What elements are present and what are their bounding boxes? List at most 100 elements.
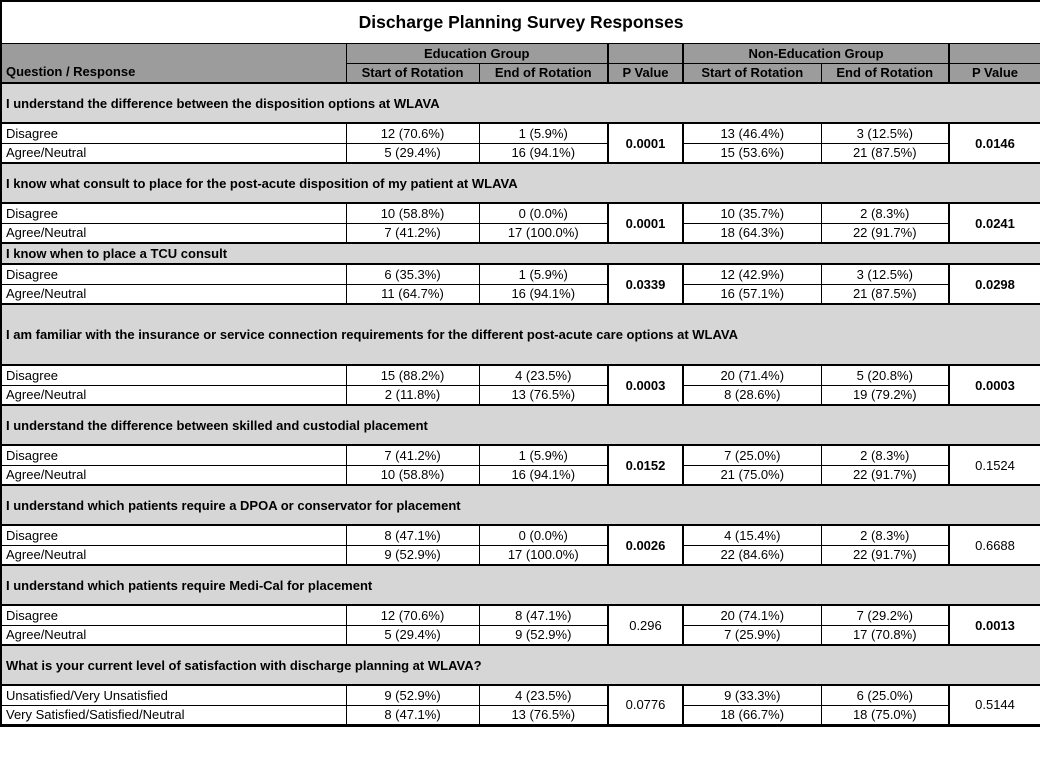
edu-start-value: 2 (11.8%) [345, 384, 480, 406]
edu-end-value: 1 (5.9%) [478, 122, 609, 144]
data-row: Agree/Neutral 2 (11.8%) 13 (76.5%) 8 (28.6%… [0, 384, 1040, 406]
non-end-value: 18 (75.0%) [820, 704, 950, 726]
data-row: Agree/Neutral 11 (64.7%) 16 (94.1%) 16 (57.… [0, 283, 1040, 305]
non-end-value: 3 (12.5%) [820, 122, 950, 144]
title-row: Discharge Planning Survey Responses [0, 0, 1040, 44]
non-p-value: 0.6688 [947, 524, 1040, 566]
response-label: Disagree [0, 524, 347, 546]
edu-end-value: 16 (94.1%) [478, 142, 609, 164]
edu-end-value: 1 (5.9%) [478, 444, 609, 466]
response-label: Agree/Neutral [0, 222, 347, 244]
data-row: Agree/Neutral 5 (29.4%) 9 (52.9%) 7 (25.9%)… [0, 624, 1040, 646]
edu-end-value: 16 (94.1%) [478, 283, 609, 305]
data-row: Disagree 7 (41.2%) 1 (5.9%) 0.0152 7 (25.0%)… [0, 444, 1040, 486]
edu-p-value: 0.0026 [607, 524, 684, 566]
data-row: Agree/Neutral 10 (58.8%) 16 (94.1%) 21 (75.… [0, 464, 1040, 486]
column-header-row: Start of Rotation End of Rotation P Valu… [1, 62, 1040, 84]
non-end-value: 19 (79.2%) [820, 384, 950, 406]
edu-end-value: 0 (0.0%) [478, 202, 609, 224]
edu-start-value: 10 (58.8%) [345, 202, 480, 224]
non-start-value: 20 (71.4%) [682, 364, 822, 386]
edu-p-value: 0.296 [607, 604, 684, 646]
edu-p-value: 0.0776 [607, 684, 684, 726]
section-question: I know when to place a TCU consult [0, 242, 1040, 265]
non-education-group-header: Non-Education Group [682, 42, 950, 64]
edu-p-value: 0.0003 [607, 364, 684, 406]
non-start-value: 18 (66.7%) [682, 704, 822, 726]
data-row: Unsatisfied/Very Unsatisfied 9 (52.9%) 4 (… [0, 684, 1040, 726]
non-end-value: 3 (12.5%) [820, 263, 950, 285]
survey-table: Discharge Planning Survey Responses Ques… [0, 0, 1040, 727]
non-p-value: 0.5144 [947, 684, 1040, 726]
empty-header-cell [607, 42, 684, 64]
non-start-value: 16 (57.1%) [682, 283, 822, 305]
non-end-value: 22 (91.7%) [820, 222, 950, 244]
non-start-value: 10 (35.7%) [682, 202, 822, 224]
edu-start-value: 6 (35.3%) [345, 263, 480, 285]
section-row: I understand which patients require Medi… [0, 564, 1040, 606]
non-p-value: 0.1524 [947, 444, 1040, 486]
section-row: I know what consult to place for the pos… [0, 162, 1040, 204]
non-end-header: End of Rotation [820, 62, 950, 84]
table-body: I understand the difference between the … [0, 82, 1040, 726]
non-end-value: 17 (70.8%) [820, 624, 950, 646]
data-row: Disagree 12 (70.6%) 1 (5.9%) 0.0001 13 (46.4… [0, 122, 1040, 164]
non-end-value: 2 (8.3%) [820, 524, 950, 546]
section-question: I understand the difference between the … [0, 82, 1040, 124]
page-title: Discharge Planning Survey Responses [0, 0, 1040, 44]
edu-start-value: 8 (47.1%) [345, 524, 480, 546]
section-question: What is your current level of satisfacti… [0, 644, 1040, 686]
non-start-value: 9 (33.3%) [682, 684, 822, 706]
section-question: I know what consult to place for the pos… [0, 162, 1040, 204]
section-row: I understand the difference between skil… [0, 404, 1040, 446]
data-row: Disagree 8 (47.1%) 0 (0.0%) 0.0026 4 (15.4%)… [0, 524, 1040, 566]
table-header: Discharge Planning Survey Responses Ques… [0, 0, 1040, 84]
non-p-value: 0.0241 [947, 202, 1040, 244]
non-start-value: 13 (46.4%) [682, 122, 822, 144]
non-end-value: 22 (91.7%) [820, 544, 950, 566]
edu-start-value: 10 (58.8%) [345, 464, 480, 486]
section-question: I am familiar with the insurance or serv… [0, 303, 1040, 366]
edu-start-value: 12 (70.6%) [345, 604, 480, 626]
edu-end-header: End of Rotation [478, 62, 609, 84]
non-p-value-header: P Value [947, 62, 1040, 84]
non-end-value: 6 (25.0%) [820, 684, 950, 706]
non-p-value: 0.0003 [947, 364, 1040, 406]
section-row: I am familiar with the insurance or serv… [0, 303, 1040, 366]
data-row: Agree/Neutral 5 (29.4%) 16 (94.1%) 15 (53.6… [0, 142, 1040, 164]
edu-end-value: 0 (0.0%) [478, 524, 609, 546]
data-row: Disagree 10 (58.8%) 0 (0.0%) 0.0001 10 (35.7… [0, 202, 1040, 244]
response-label: Very Satisfied/Satisfied/Neutral [0, 704, 347, 726]
section-row: I understand which patients require a DP… [0, 484, 1040, 526]
group-header-row: Question / Response Education Group Non-… [0, 42, 1040, 84]
data-row: Very Satisfied/Satisfied/Neutral 8 (47.1%… [0, 704, 1040, 726]
edu-end-value: 13 (76.5%) [478, 704, 609, 726]
response-label: Agree/Neutral [0, 283, 347, 305]
empty-header-cell [947, 42, 1040, 64]
non-start-value: 4 (15.4%) [682, 524, 822, 546]
edu-start-value: 9 (52.9%) [345, 544, 480, 566]
edu-end-value: 1 (5.9%) [478, 263, 609, 285]
response-label: Disagree [0, 604, 347, 626]
edu-end-value: 4 (23.5%) [478, 364, 609, 386]
edu-start-value: 7 (41.2%) [345, 444, 480, 466]
section-question: I understand which patients require a DP… [0, 484, 1040, 526]
edu-p-value: 0.0001 [607, 202, 684, 244]
edu-start-value: 7 (41.2%) [345, 222, 480, 244]
edu-end-value: 4 (23.5%) [478, 684, 609, 706]
non-end-value: 2 (8.3%) [820, 202, 950, 224]
edu-start-value: 15 (88.2%) [345, 364, 480, 386]
response-label: Disagree [0, 202, 347, 224]
edu-end-value: 8 (47.1%) [478, 604, 609, 626]
non-start-value: 8 (28.6%) [682, 384, 822, 406]
edu-end-value: 13 (76.5%) [478, 384, 609, 406]
non-end-value: 22 (91.7%) [820, 464, 950, 486]
edu-end-value: 17 (100.0%) [478, 544, 609, 566]
non-start-value: 12 (42.9%) [682, 263, 822, 285]
section-row: I know when to place a TCU consult [0, 242, 1040, 265]
edu-end-value: 9 (52.9%) [478, 624, 609, 646]
non-end-value: 21 (87.5%) [820, 142, 950, 164]
non-start-header: Start of Rotation [682, 62, 822, 84]
non-p-value: 0.0013 [947, 604, 1040, 646]
data-row: Agree/Neutral 7 (41.2%) 17 (100.0%) 18 (64.… [0, 222, 1040, 244]
